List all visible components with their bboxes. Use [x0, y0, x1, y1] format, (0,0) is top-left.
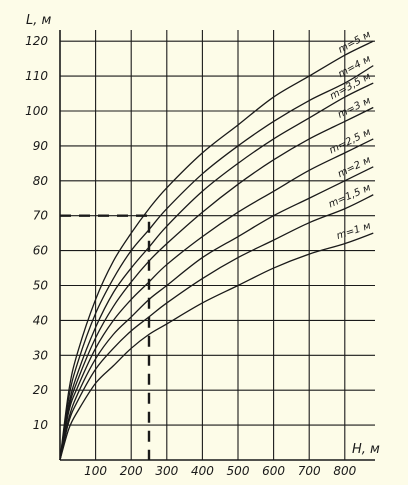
series-curve — [59, 194, 374, 461]
tick-labels: 100 200 300 400 500 600 700 800 10 20 30 40 50 60 70 80… — [25, 34, 357, 478]
series-label: m=1 м — [335, 220, 372, 242]
series-curve — [59, 82, 374, 461]
y-tick-label: 50 — [33, 279, 49, 293]
y-tick-label: 10 — [33, 418, 49, 432]
series-curves — [59, 40, 374, 461]
x-tick-label: 700 — [298, 464, 321, 478]
y-tick-label: 40 — [33, 313, 49, 327]
y-tick-label: 120 — [25, 34, 48, 48]
series-curve — [59, 232, 374, 461]
y-tick-label: 70 — [33, 209, 49, 223]
x-tick-label: 600 — [262, 464, 285, 478]
y-tick-label: 60 — [33, 244, 49, 258]
y-tick-label: 30 — [33, 348, 49, 362]
series-curve — [59, 138, 374, 461]
x-tick-label: 100 — [84, 464, 107, 478]
x-tick-label: 300 — [155, 464, 178, 478]
y-tick-label: 110 — [25, 69, 48, 83]
y-tick-label: 90 — [33, 139, 49, 153]
series-curve — [59, 166, 374, 461]
x-axis-title: H, м — [352, 442, 380, 457]
y-tick-label: 80 — [33, 174, 49, 188]
series-label: m=2,5 м — [328, 127, 373, 157]
dashed-reading-guide — [60, 214, 151, 460]
axes — [59, 30, 375, 461]
series-label: m=5 м — [337, 29, 374, 56]
x-tick-label: 500 — [227, 464, 250, 478]
series-curve — [59, 106, 374, 461]
y-tick-label: 100 — [25, 104, 48, 118]
x-tick-label: 800 — [333, 464, 356, 478]
y-tick-label: 20 — [33, 383, 49, 397]
x-tick-label: 400 — [191, 464, 214, 478]
dashed-guide-line — [60, 214, 151, 460]
series-curve — [59, 65, 374, 461]
y-axis-title: L, м — [26, 13, 52, 28]
grid — [60, 30, 375, 460]
series-curve — [59, 40, 374, 461]
x-tick-label: 200 — [120, 464, 143, 478]
